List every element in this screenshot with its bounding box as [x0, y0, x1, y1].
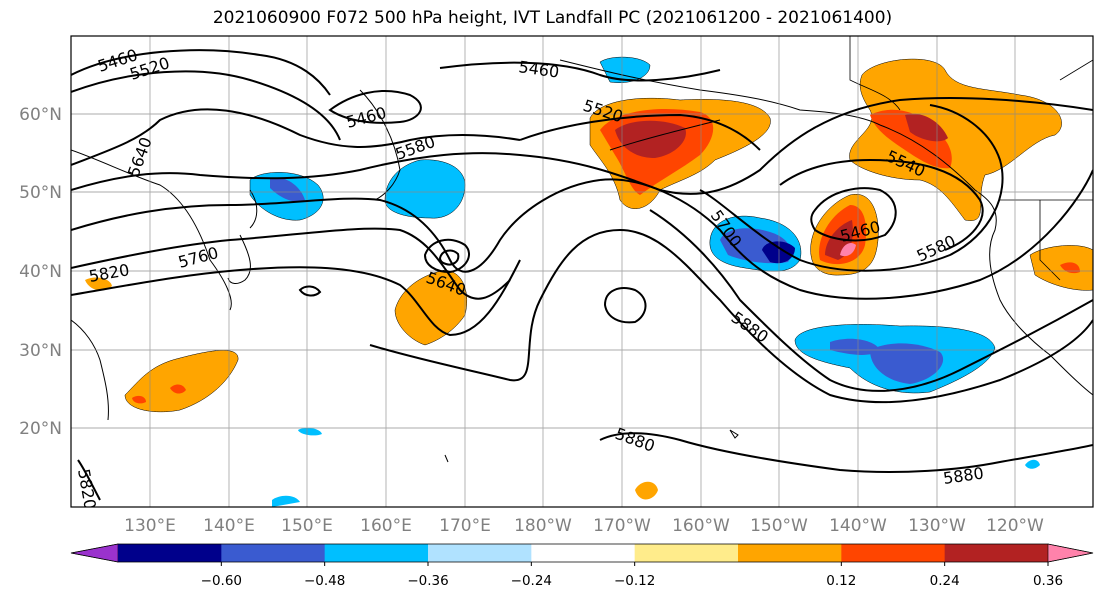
lon-label: 150°W [750, 516, 808, 536]
graticule [71, 36, 1093, 507]
colorbar-bin [428, 544, 532, 562]
lon-label: 170°W [593, 516, 651, 536]
colorbar-tick-label: 0.36 [1033, 573, 1063, 589]
colorbar-extend-min [70, 543, 119, 563]
colorbar-bin [118, 544, 222, 562]
colorbar-tick-label: −0.24 [511, 573, 552, 589]
colorbar-bin [324, 544, 429, 562]
lon-label: 170°E [439, 516, 491, 536]
map-frame [70, 35, 1094, 508]
lat-label: 30°N [19, 341, 62, 361]
colorbar-tick-label: −0.36 [407, 573, 448, 589]
longitude-labels: 130°E 140°E 150°E 160°E 170°E 180°W 170°… [124, 516, 1044, 536]
colorbar-tick-label: −0.12 [614, 573, 655, 589]
colorbar-tick-label: 0.12 [826, 573, 856, 589]
map-panel: 5460 5520 5640 5460 5460 5580 5520 5760 … [71, 36, 1093, 507]
coastlines [71, 36, 1093, 463]
colorbar-tick-label: −0.60 [201, 573, 242, 589]
colorbar-bin [841, 544, 946, 562]
colorbar-bin [221, 544, 326, 562]
lat-label: 60°N [19, 105, 62, 125]
lat-label: 20°N [19, 419, 62, 439]
lon-label: 160°E [360, 516, 412, 536]
lon-label: 180°W [514, 516, 572, 536]
colorbar-bin [531, 544, 636, 562]
colorbar-bin [634, 544, 739, 562]
colorbar-extend-max [1047, 543, 1094, 563]
lon-label: 140°E [203, 516, 255, 536]
lon-label: 160°W [672, 516, 730, 536]
lat-label: 50°N [19, 183, 62, 203]
lon-label: 120°W [986, 516, 1044, 536]
latitude-labels: 60°N 50°N 40°N 30°N 20°N [19, 105, 62, 439]
lon-label: 130°W [908, 516, 966, 536]
colorbar-frame [70, 543, 1094, 563]
colorbar-tick-label: −0.48 [304, 573, 345, 589]
lon-label: 130°E [124, 516, 176, 536]
lon-label: 150°E [281, 516, 333, 536]
height-contours [71, 49, 1093, 501]
colorbar-tick-label: 0.24 [930, 573, 960, 589]
lon-label: 140°W [829, 516, 887, 536]
colorbar-bin [944, 544, 1049, 562]
lat-label: 40°N [19, 262, 62, 282]
map-title: 2021060900 F072 500 hPa height, IVT Land… [212, 8, 893, 28]
colorbar-bin [738, 544, 842, 562]
colorbar: −0.60−0.48−0.36−0.24−0.120.120.240.360.4… [70, 543, 1094, 589]
